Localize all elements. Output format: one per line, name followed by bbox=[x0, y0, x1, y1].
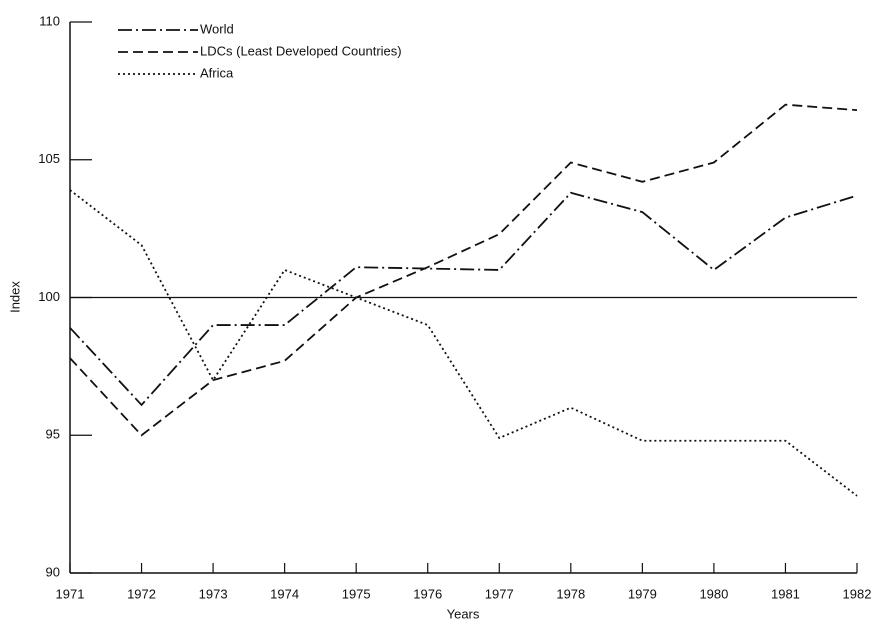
x-tick-label: 1981 bbox=[771, 586, 800, 601]
x-tick-label: 1980 bbox=[699, 586, 728, 601]
y-tick-label: 100 bbox=[38, 289, 60, 304]
y-tick-label: 110 bbox=[39, 13, 60, 28]
y-tick-label: 95 bbox=[46, 427, 60, 442]
y-tick-label: 105 bbox=[38, 151, 60, 166]
y-tick-label: 90 bbox=[46, 564, 60, 579]
series-line bbox=[69, 103, 858, 437]
x-tick-label: 1979 bbox=[628, 586, 657, 601]
legend-label: Africa bbox=[200, 65, 234, 80]
x-tick-label: 1975 bbox=[342, 586, 371, 601]
x-axis-label: Years bbox=[447, 606, 480, 621]
legend-label: LDCs (Least Developed Countries) bbox=[200, 43, 402, 58]
x-tick-label: 1974 bbox=[270, 586, 299, 601]
series-line bbox=[69, 191, 858, 407]
x-tick-label: 1973 bbox=[199, 586, 228, 601]
x-tick-label: 1972 bbox=[127, 586, 156, 601]
x-tick-label: 1982 bbox=[843, 586, 872, 601]
y-axis-label: Index bbox=[7, 281, 22, 313]
x-tick-label: 1978 bbox=[556, 586, 585, 601]
x-tick-label: 1976 bbox=[413, 586, 442, 601]
series-line bbox=[69, 189, 858, 497]
x-tick-label: 1971 bbox=[56, 586, 85, 601]
x-tick-label: 1977 bbox=[485, 586, 514, 601]
legend-label: World bbox=[200, 21, 234, 36]
